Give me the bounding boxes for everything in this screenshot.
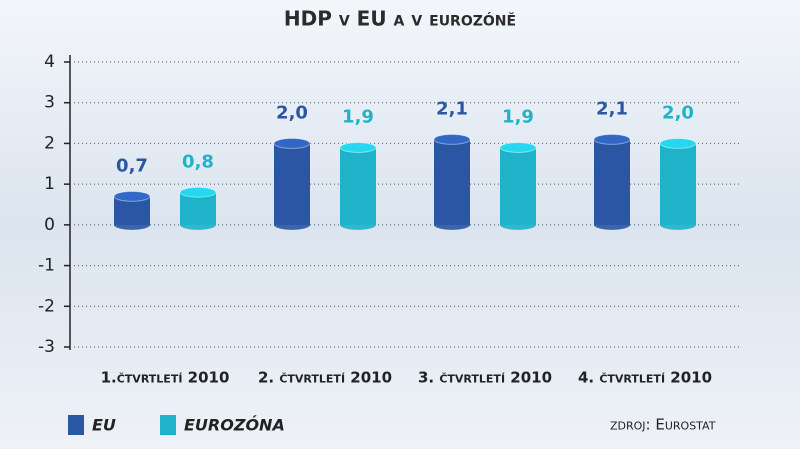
bar	[500, 147, 536, 225]
bar-cap	[113, 190, 151, 202]
chart-title: HDP v EU a v eurozóně	[284, 7, 516, 31]
y-tick-label: 0	[44, 215, 55, 235]
bar-cap	[179, 186, 217, 198]
data-label: 0,8	[182, 151, 214, 172]
bar-cap	[593, 133, 631, 145]
legend-label: EUROZÓNA	[184, 416, 285, 435]
bar	[660, 143, 696, 225]
bar	[274, 143, 310, 225]
y-tick-label: -3	[38, 337, 55, 357]
bar	[434, 139, 470, 225]
x-tick-label: 3. čtvrtletí 2010	[418, 369, 552, 387]
data-label: 2,1	[436, 98, 468, 119]
y-tick-label: 3	[44, 93, 55, 113]
y-tick-label: 2	[44, 133, 55, 153]
bar-cap	[499, 142, 537, 153]
source: zdroj: Eurostat	[610, 416, 716, 434]
bar-cap	[273, 137, 311, 149]
legend-swatch	[68, 415, 84, 435]
y-tick-label: -2	[38, 296, 55, 316]
bar-cap	[433, 133, 471, 145]
x-tick-label: 4. čtvrtletí 2010	[578, 369, 712, 387]
legend-swatch	[160, 415, 176, 435]
data-label: 1,9	[502, 107, 534, 128]
data-label: 2,0	[662, 102, 694, 123]
legend-label: EU	[92, 416, 116, 435]
data-label: 0,7	[116, 155, 148, 176]
bar-cap	[659, 137, 697, 149]
data-label: 1,9	[342, 107, 374, 128]
y-tick-label: 1	[44, 174, 55, 194]
x-tick-label: 2. čtvrtletí 2010	[258, 369, 392, 387]
y-tick-label: 4	[44, 52, 55, 72]
data-label: 2,1	[596, 98, 628, 119]
bar	[594, 139, 630, 225]
x-tick-label: 1.čtvrtletí 2010	[101, 369, 230, 387]
y-tick-label: -1	[38, 256, 55, 276]
bar	[340, 147, 376, 225]
bar-cap	[339, 142, 377, 153]
data-label: 2,0	[276, 102, 308, 123]
